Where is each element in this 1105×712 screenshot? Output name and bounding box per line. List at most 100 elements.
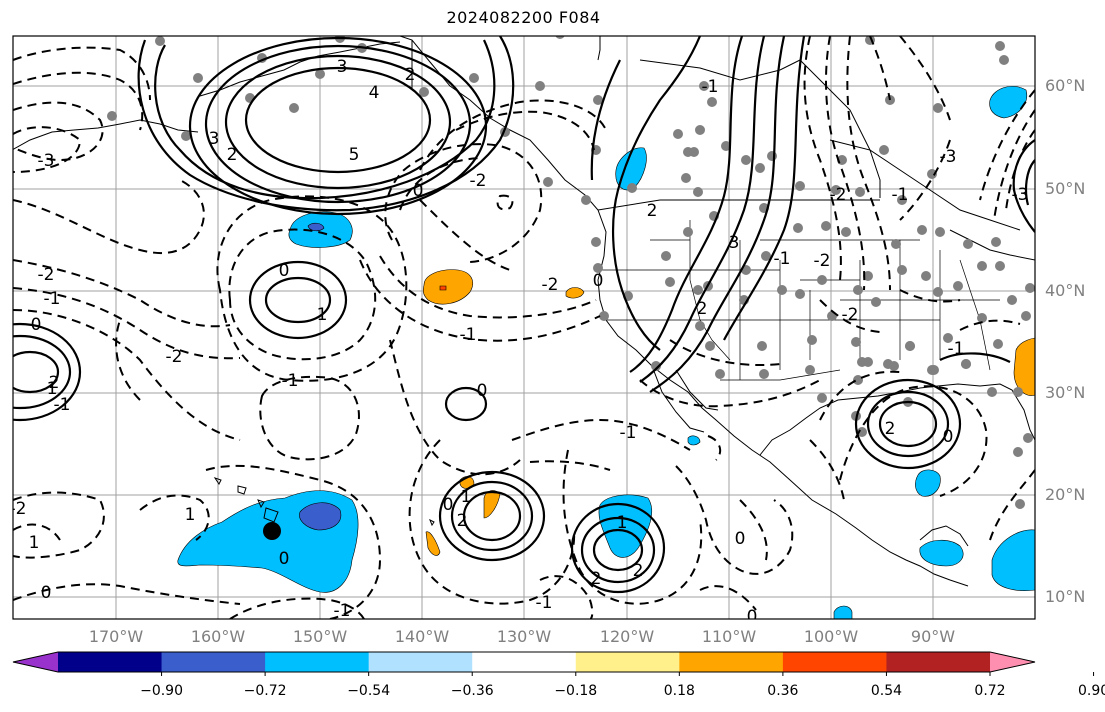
contour-label: 0 [413, 181, 424, 201]
blue-region-caribbean [991, 529, 1035, 591]
contour-label: -1 [54, 395, 71, 415]
orange-region-florida [1013, 337, 1035, 396]
contour-label: -1 [44, 289, 61, 309]
map-frame [12, 35, 1036, 620]
contour-label: 0 [41, 583, 52, 603]
contour-label: -1 [892, 185, 909, 205]
lat-label-20n: 20°N [1045, 485, 1086, 504]
orange-region-tropical-1 [425, 531, 441, 556]
contour-label: 1 [617, 513, 628, 533]
blue-region-washington [615, 147, 647, 191]
contour-label: 2 [405, 65, 416, 85]
contour-label: -2 [830, 185, 847, 205]
contour-label: 0 [735, 529, 746, 549]
colorbar-segment [368, 652, 473, 672]
lon-label-130w: 130°W [496, 627, 552, 646]
colorbar-tick-label: −0.36 [450, 683, 494, 699]
colorbar-segment [161, 652, 266, 672]
colorbar-segment [575, 652, 680, 672]
colorbar-tick-label: −0.90 [140, 683, 183, 699]
contour-label: 0 [443, 495, 454, 515]
lon-label-160w: 160°W [190, 627, 246, 646]
negative-contours [13, 36, 1035, 619]
lon-label-110w: 110°W [701, 627, 757, 646]
dark-blue-region-north-pacific [307, 222, 325, 232]
contour-label: -1 [948, 339, 965, 359]
colorbar-segment [679, 652, 784, 672]
contour-label: 1 [461, 487, 472, 507]
contour-label: 2 [697, 299, 708, 319]
contour-label: 2 [885, 419, 896, 439]
lat-label-30n: 30°N [1045, 383, 1086, 402]
contour-label: -2 [542, 275, 559, 295]
colorbar-tick-label: −0.72 [243, 683, 287, 699]
contour-label: -1 [282, 371, 299, 391]
coastlines [13, 36, 1035, 587]
contour-label: 1 [47, 379, 58, 399]
state-borders [598, 220, 1000, 381]
contour-label: 5 [349, 145, 360, 165]
lat-label-40n: 40°N [1045, 281, 1086, 300]
contour-label: 1 [185, 505, 196, 525]
colorbar [12, 651, 1095, 676]
contour-label: -3 [38, 151, 55, 171]
contour-label: -1 [620, 423, 637, 443]
contour-label: 0 [31, 315, 42, 335]
colorbar-tick-label: −0.54 [347, 683, 391, 699]
station-dots [107, 36, 1035, 509]
lat-label-50n: 50°N [1045, 179, 1086, 198]
contour-label: -2 [842, 305, 859, 325]
contour-label: -1 [702, 77, 719, 97]
contour-label: 1 [317, 305, 328, 325]
contour-label: 2 [227, 145, 238, 165]
colorbar-outline [12, 651, 1036, 673]
blue-region-south [833, 605, 853, 619]
map-gridlines [13, 36, 1035, 619]
lon-label-150w: 150°W [292, 627, 348, 646]
contour-label: 2 [633, 561, 644, 581]
contour-label: 2 [49, 373, 60, 393]
colorbar-segment [886, 652, 991, 672]
blue-region-hudson [989, 86, 1028, 119]
colorbar-tick-label: 0.54 [870, 683, 903, 699]
contour-label: -2 [38, 265, 55, 285]
lon-label-170w: 170°W [88, 627, 144, 646]
positive-contours [13, 36, 1035, 594]
red-spot [439, 285, 447, 291]
contour-label: 2 [591, 569, 602, 589]
blue-region-gulf [915, 469, 941, 497]
contour-label: 3 [337, 57, 348, 77]
colorbar-tick-label: 0.90 [1077, 683, 1105, 699]
contour-label: 0 [943, 427, 954, 447]
lon-label-100w: 100°W [803, 627, 859, 646]
contour-label: -2 [166, 347, 183, 367]
colorbar-segment [58, 652, 163, 672]
colorbar-tick-label: 0.18 [663, 683, 695, 699]
contour-label: 0 [279, 549, 290, 569]
contour-label: -1 [536, 593, 553, 613]
contour-label: -2 [814, 251, 831, 271]
lat-label-10n: 10°N [1045, 587, 1086, 606]
contour-label: 2 [647, 201, 658, 221]
lon-label-140w: 140°W [394, 627, 450, 646]
contour-label: -3 [1012, 185, 1029, 205]
dark-blue-region-hawaii [299, 502, 342, 531]
contour-label: 0 [279, 261, 290, 281]
contour-label: -3 [940, 147, 957, 167]
colorbar-segment [782, 652, 887, 672]
lat-label-60n: 60°N [1045, 76, 1086, 95]
colorbar-tick-label: 0.36 [767, 683, 799, 699]
contour-label: 3 [209, 129, 220, 149]
colorbar-extend-min [13, 652, 58, 672]
contour-label: 0 [593, 271, 604, 291]
contour-label: 0 [747, 607, 758, 627]
orange-region-coast [565, 287, 585, 299]
colorbar-extend-max [990, 652, 1035, 672]
contour-label: 1 [29, 533, 40, 553]
contour-label: 4 [369, 83, 380, 103]
contour-labels: 3 4 5 3 2 2 0 -2 -3 -2 -1 0 0 1 -1 -2 -1… [13, 57, 1029, 627]
orange-region-pacific [422, 269, 473, 305]
lon-label-120w: 120°W [599, 627, 655, 646]
contour-label: 2 [457, 511, 468, 531]
